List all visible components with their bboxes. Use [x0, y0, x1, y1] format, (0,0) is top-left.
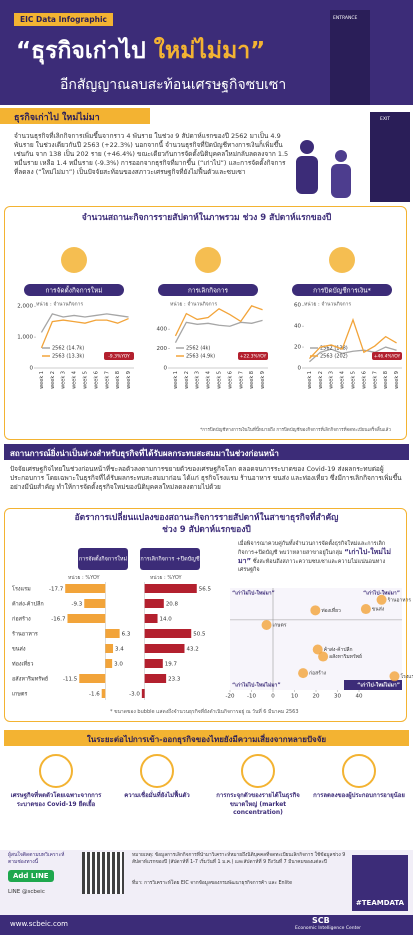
intro-heading: ธุรกิจเก่าไป ใหม่ไม่มา — [14, 113, 100, 123]
team-tag: #TEAMDATA — [352, 855, 408, 911]
outlook-text: การลดลงของผู้ประกอบการอายุน้อย — [313, 792, 405, 799]
scatter-intro-highlight: “เก่าไป-ใหม่ไม่มา” — [238, 548, 392, 565]
footer-source: ที่มา: การวิเคราะห์โดย EIC จากข้อมูลของก… — [132, 881, 293, 886]
outlook-icon — [342, 754, 376, 788]
weekly-box — [4, 206, 407, 440]
brand-sub: Economic Intelligence Center — [295, 926, 361, 931]
sector-title-line: อัตราการเปลี่ยนแปลงของสถานะกิจการรายสัปด… — [74, 513, 339, 523]
risk-heading-bg — [4, 444, 409, 460]
runner-head — [300, 140, 314, 154]
runner-head — [335, 150, 347, 162]
weekly-footnote: *การปิดบัญชีทางการเงินในที่นี้หมายถึง กา… — [200, 428, 391, 433]
scatter-intro: เมื่อพิจารณาควบคู่กันทั้งจำนวนการจัดตั้ง… — [238, 540, 403, 574]
exit-label: EXIT — [380, 117, 391, 122]
outlook-item: เศรษฐกิจที่หดตัวโดยเฉพาะจากการระบาดของ C… — [8, 752, 104, 809]
risk-heading: สถานการณ์ยิ่งน่าเป็นห่วงสำหรับธุรกิจที่ไ… — [10, 449, 279, 458]
brand: SCB — [312, 916, 330, 925]
intro-heading-bg — [0, 108, 150, 124]
outlook-icon — [140, 754, 174, 788]
bottom-bar — [0, 915, 413, 935]
title-part: “ธุรกิจเก่าไป — [16, 38, 146, 64]
line-id: LINE @scbeic — [8, 889, 45, 895]
scatter-intro-text: ซึ่งสะท้อนถึงสภาวะความซบเซาและความไม่แน่… — [238, 559, 386, 573]
outlook-items: เศรษฐกิจที่หดตัวโดยเฉพาะจากการระบาดของ C… — [0, 752, 413, 847]
follow-text: ผู้สนใจติดตามบทวิเคราะห์ ตามช่องทางนี้ — [8, 852, 65, 865]
outlook-text: เศรษฐกิจที่หดตัวโดยเฉพาะจากการระบาดของ C… — [10, 792, 102, 808]
runner-body — [296, 156, 318, 194]
scatter-intro-text: เมื่อพิจารณาควบคู่กันทั้งจำนวนการจัดตั้ง… — [238, 541, 386, 556]
outlook-item: การลดลงของผู้ประกอบการอายุน้อย — [311, 752, 407, 801]
outlook-heading-bg — [4, 730, 409, 746]
weekly-title: จำนวนสถานะกิจการรายสัปดาห์ในภาพรวม ช่วง … — [81, 213, 332, 223]
title-highlight: ใหม่ไม่มา” — [153, 38, 266, 64]
outlook-item: การกระจุกตัวของรายได้ในธุรกิจขนาดใหญ่ (m… — [210, 752, 306, 818]
footer-note: หมายเหตุ: ข้อมูลการเลิกกิจการที่นำมาวิเค… — [132, 853, 346, 865]
sector-title: อัตราการเปลี่ยนแปลงของสถานะกิจการรายสัปด… — [0, 512, 413, 536]
intro-text: จำนวนธุรกิจที่เลิกกิจการเพิ่มขึ้นจากราว … — [14, 132, 289, 176]
risk-text: ปัจจัยเศรษฐกิจไทยในช่วงก่อนหน้าที่ชะลอตั… — [10, 465, 402, 491]
outlook-text: การกระจุกตัวของรายได้ในธุรกิจขนาดใหญ่ (m… — [216, 792, 300, 816]
sector-title-line: ช่วง 9 สัปดาห์แรกของปี — [162, 525, 251, 535]
footer-bg — [0, 850, 413, 915]
badge: EIC Data Infographic — [14, 13, 113, 26]
qr-code — [82, 852, 124, 894]
runner-body — [331, 164, 351, 198]
door-entrance — [330, 10, 370, 105]
sector-note: * ขนาดของ bubble แสดงถึงจำนวนธุรกิจที่ยั… — [110, 709, 299, 715]
outlook-icon — [39, 754, 73, 788]
unit-label: หน่วย : %YOY — [68, 575, 100, 581]
sector-box — [4, 508, 407, 722]
title: “ธุรกิจเก่าไป ใหม่ไม่มา” — [16, 33, 265, 69]
add-line-button[interactable]: Add LINE — [8, 870, 54, 882]
url[interactable]: www.scbeic.com — [10, 920, 68, 928]
door-exit — [370, 112, 410, 202]
outlook-text: ความเชื่อมั่นที่ยังไม่ฟื้นตัว — [124, 792, 190, 799]
entrance-label: ENTRANCE — [333, 16, 358, 21]
subtitle: อีกสัญญาณลบสะท้อนเศรษฐกิจซบเซา — [60, 77, 287, 93]
outlook-heading: ในระยะต่อไปการเข้า-ออกธุรกิจของไทยยังมีค… — [86, 735, 327, 744]
outlook-icon — [241, 754, 275, 788]
outlook-item: ความเชื่อมั่นที่ยังไม่ฟื้นตัว — [109, 752, 205, 801]
unit-label: หน่วย : %YOY — [150, 575, 182, 581]
